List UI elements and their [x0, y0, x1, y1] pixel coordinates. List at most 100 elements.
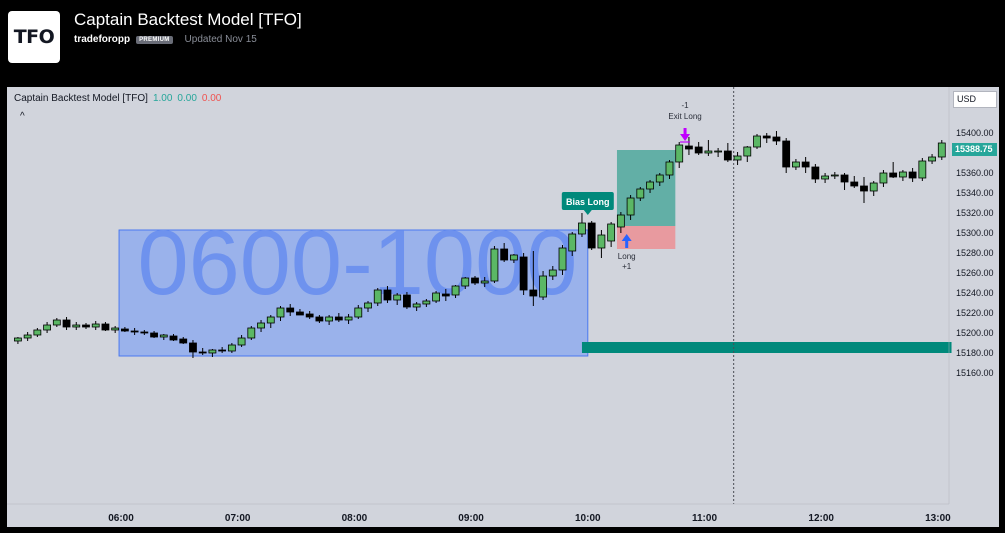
candle	[150, 331, 158, 338]
candle	[373, 288, 382, 306]
candle	[850, 176, 859, 188]
candle-body-up	[247, 327, 256, 339]
candle-body-up	[422, 300, 431, 305]
bias-label-pointer	[583, 210, 592, 215]
target-bar	[581, 342, 952, 353]
candle	[52, 318, 61, 327]
candle	[422, 299, 431, 307]
candle-body-up	[412, 303, 421, 308]
candle	[403, 292, 411, 309]
candle-body-up	[821, 175, 829, 180]
time-tick-label: 06:00	[108, 513, 134, 524]
author-logo[interactable]: TFO	[8, 11, 60, 63]
collapse-legend-icon[interactable]: ^	[20, 111, 25, 122]
candle	[928, 154, 936, 164]
candle-body-up	[325, 316, 334, 322]
candle-body-up	[208, 349, 217, 354]
candle	[636, 187, 645, 201]
candle	[208, 349, 217, 357]
candle-body-up	[733, 155, 742, 161]
candle	[23, 332, 32, 341]
currency-selector[interactable]: USD	[953, 91, 997, 108]
indicator-legend[interactable]: Captain Backtest Model [TFO] 1.00 0.00 0…	[14, 93, 221, 104]
candle-body-down	[529, 289, 538, 297]
candle	[772, 131, 781, 145]
candle	[257, 320, 265, 332]
candle-body-down	[587, 222, 596, 249]
candle-body-up	[33, 329, 42, 336]
price-chart[interactable]: 0600-1000 Bias Long Long+1 -1 Exit Long 154…	[7, 87, 999, 527]
candle-body-up	[665, 161, 674, 176]
candle-body-up	[111, 327, 120, 331]
chart-annotations: Bias Long Long+1 -1 Exit Long	[561, 101, 702, 271]
candle-body-up	[675, 144, 684, 163]
candle-body-up	[461, 277, 470, 287]
candle-body-up	[344, 316, 353, 321]
candle-body-down	[801, 161, 810, 168]
candle	[694, 142, 703, 155]
candle	[344, 314, 353, 324]
candle-body-up	[898, 171, 907, 178]
candle-body-up	[704, 150, 713, 154]
candle-series	[14, 131, 946, 358]
candle-body-up	[237, 337, 246, 346]
candle-body-down	[218, 349, 227, 352]
candle-body-up	[266, 316, 275, 324]
candle	[62, 317, 71, 330]
candle	[198, 348, 207, 355]
candle	[101, 322, 110, 331]
exit-qty: -1	[681, 101, 689, 110]
candle	[276, 306, 285, 321]
candle-body-down	[840, 174, 849, 183]
candle	[869, 181, 878, 196]
candle-body-up	[23, 334, 32, 339]
candle-body-up	[539, 275, 547, 298]
candle	[33, 328, 42, 337]
candle	[189, 340, 197, 358]
premium-badge: PREMIUM	[136, 35, 173, 44]
candle-body-up	[937, 142, 946, 158]
script-meta: tradeforopp PREMIUM Updated Nov 15	[74, 34, 257, 45]
candle	[578, 213, 586, 237]
price-tick-label: 15400.00	[956, 128, 994, 138]
candle-body-up	[636, 188, 645, 199]
candle	[451, 285, 460, 298]
candle-body-up	[568, 233, 577, 252]
candle-body-down	[305, 313, 314, 318]
script-title[interactable]: Captain Backtest Model [TFO]	[74, 10, 302, 29]
candle	[792, 159, 800, 170]
candle-body-up	[257, 322, 265, 329]
candle	[432, 291, 440, 303]
chart-pane[interactable]: 0600-1000 Bias Long Long +1 -1 Exit Long 154…	[7, 87, 999, 527]
candle-body-up	[558, 247, 567, 271]
candle	[14, 337, 22, 344]
candle	[111, 326, 120, 333]
candle	[626, 195, 635, 220]
candle	[286, 304, 295, 316]
candle-body-up	[91, 323, 100, 328]
candle-body-up	[432, 292, 440, 302]
time-tick-label: 07:00	[225, 513, 251, 524]
candle-body-up	[14, 337, 22, 342]
candle-body-up	[548, 269, 557, 277]
loss-zone	[616, 226, 676, 249]
candle	[82, 323, 90, 329]
candle-body-up	[918, 160, 927, 179]
candle-body-down	[82, 324, 90, 328]
author-name[interactable]: tradeforopp	[74, 34, 131, 45]
time-tick-label: 13:00	[925, 513, 951, 524]
candle	[179, 337, 188, 344]
candle-body-up	[597, 234, 606, 249]
candle-body-up	[393, 294, 402, 301]
candle-body-up	[743, 146, 752, 157]
candle-body-down	[860, 185, 868, 192]
candle	[675, 142, 684, 168]
price-tick-label: 15320.00	[956, 208, 994, 218]
candle-body-up	[714, 150, 723, 153]
price-tick-label: 15280.00	[956, 248, 994, 258]
entry-qty: +1	[622, 262, 632, 271]
candle	[568, 232, 577, 256]
candle	[120, 327, 129, 332]
exit-arrow-icon	[680, 128, 691, 141]
candle-body-up	[364, 302, 372, 309]
